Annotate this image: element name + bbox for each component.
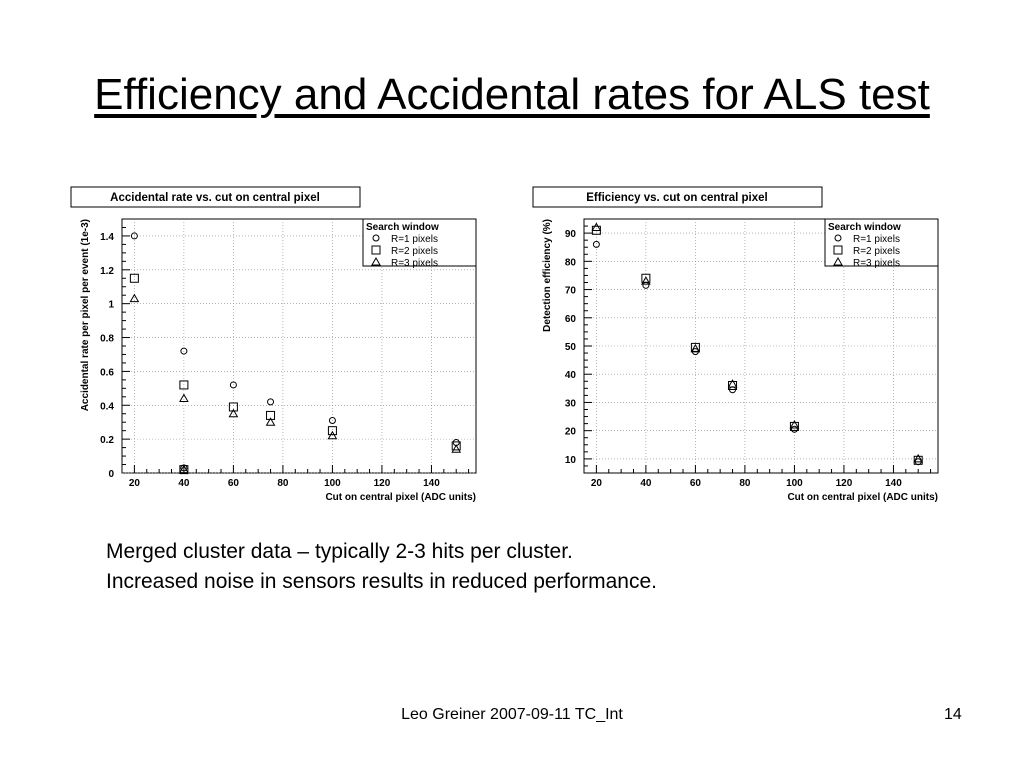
data-point-circle bbox=[592, 240, 600, 248]
x-tick-label: 60 bbox=[228, 478, 240, 489]
data-point-triangle bbox=[129, 293, 140, 303]
data-point-triangle bbox=[641, 276, 651, 285]
data-point-triangle bbox=[913, 453, 924, 463]
efficiency-plot: Efficiency vs. cut on central pixel 20 40 6… bbox=[532, 186, 939, 503]
x-tick-label: 40 bbox=[178, 478, 190, 489]
legend-marker-triangle bbox=[833, 256, 843, 266]
data-point-square bbox=[728, 381, 738, 391]
legend-marker-triangle bbox=[371, 256, 381, 266]
data-point-circle bbox=[328, 417, 336, 425]
data-point-triangle bbox=[179, 393, 189, 402]
bullet-text-1: Merged cluster data – typically 2-3 hits… bbox=[106, 540, 573, 563]
y-tick-label: 70 bbox=[565, 286, 577, 297]
legend-title: Search window bbox=[828, 222, 901, 233]
y-tick-label: 10 bbox=[565, 455, 577, 466]
y-tick-label: 0.4 bbox=[100, 401, 114, 412]
data-point-triangle bbox=[179, 464, 189, 474]
y-tick-label: 60 bbox=[565, 314, 577, 325]
y-tick-label: 40 bbox=[565, 370, 577, 381]
x-axis-label: Cut on central pixel (ADC units) bbox=[325, 492, 476, 503]
data-point-circle bbox=[790, 425, 798, 433]
legend-marker-square bbox=[833, 245, 843, 255]
data-point-square bbox=[266, 410, 276, 420]
x-tick-label: 120 bbox=[836, 478, 853, 489]
data-point-square bbox=[451, 441, 461, 451]
x-tick-label: 80 bbox=[739, 478, 751, 489]
legend-marker-square bbox=[371, 245, 381, 255]
y-tick-label: 0 bbox=[108, 469, 114, 480]
data-point-square bbox=[179, 380, 189, 390]
plot-title-box bbox=[70, 186, 361, 208]
data-point-triangle bbox=[789, 420, 800, 429]
x-tick-label: 100 bbox=[786, 478, 803, 489]
data-point-square bbox=[641, 273, 651, 283]
data-point-triangle bbox=[727, 379, 738, 388]
data-point-circle bbox=[130, 232, 138, 240]
data-point-triangle bbox=[228, 408, 239, 418]
legend-marker-circle bbox=[372, 234, 380, 242]
legend-box bbox=[824, 218, 939, 267]
y-tick-label: 20 bbox=[565, 427, 577, 438]
y-axis-label: Detection efficiency (%) bbox=[542, 219, 553, 332]
accidental-rate-plot: Accidental rate vs. cut on central pixel… bbox=[70, 186, 477, 503]
data-point-square bbox=[129, 273, 139, 283]
data-point-triangle bbox=[690, 343, 701, 353]
data-point-triangle bbox=[451, 444, 462, 453]
x-tick-label: 20 bbox=[129, 478, 141, 489]
data-point-circle bbox=[267, 398, 275, 406]
bullet-text-2: Increased noise in sensors results in re… bbox=[106, 570, 657, 593]
footer-text: Leo Greiner 2007-09-11 TC_Int bbox=[401, 706, 623, 723]
y-tick-label: 30 bbox=[565, 398, 577, 409]
legend-marker-circle bbox=[834, 234, 842, 242]
data-point-square bbox=[228, 402, 238, 412]
data-point-circle bbox=[229, 381, 237, 389]
slide-title: Efficiency and Accidental rates for ALS … bbox=[94, 70, 930, 119]
data-point-square bbox=[913, 455, 923, 465]
y-tick-label: 0.2 bbox=[100, 435, 114, 446]
x-tick-label: 140 bbox=[423, 478, 440, 489]
y-tick-label: 1.2 bbox=[100, 266, 114, 277]
x-tick-label: 60 bbox=[690, 478, 702, 489]
data-point-square bbox=[327, 426, 337, 436]
x-tick-label: 100 bbox=[324, 478, 341, 489]
x-tick-label: 40 bbox=[640, 478, 652, 489]
data-point-triangle bbox=[327, 430, 338, 440]
slide-number: 14 bbox=[944, 706, 962, 723]
x-tick-label: 140 bbox=[885, 478, 902, 489]
plot-title: Accidental rate vs. cut on central pixel bbox=[110, 192, 320, 204]
y-tick-label: 0.6 bbox=[100, 367, 114, 378]
legend-title: Search window bbox=[366, 222, 439, 233]
legend-entry: R=2 pixels bbox=[391, 246, 438, 257]
y-tick-label: 80 bbox=[565, 257, 577, 268]
y-tick-label: 1 bbox=[108, 300, 114, 311]
legend-entry: R=3 pixels bbox=[853, 258, 900, 269]
x-axis-label: Cut on central pixel (ADC units) bbox=[787, 492, 938, 503]
x-tick-label: 80 bbox=[277, 478, 289, 489]
legend-entry: R=1 pixels bbox=[853, 234, 900, 245]
plot-title: Efficiency vs. cut on central pixel bbox=[586, 192, 768, 204]
x-tick-label: 120 bbox=[374, 478, 391, 489]
data-point-square bbox=[789, 421, 799, 431]
y-tick-label: 1.4 bbox=[100, 232, 114, 243]
legend-entry: R=1 pixels bbox=[391, 234, 438, 245]
legend-box bbox=[362, 218, 477, 267]
y-tick-label: 50 bbox=[565, 342, 577, 353]
plot-title-box bbox=[532, 186, 823, 208]
y-tick-label: 90 bbox=[565, 229, 577, 240]
legend-entry: R=2 pixels bbox=[853, 246, 900, 257]
data-point-triangle bbox=[265, 417, 276, 426]
data-point-triangle bbox=[591, 222, 602, 231]
legend-entry: R=3 pixels bbox=[391, 258, 438, 269]
y-axis-label: Accidental rate per pixel per event (1e-… bbox=[80, 219, 91, 411]
x-tick-label: 20 bbox=[591, 478, 603, 489]
y-tick-label: 0.8 bbox=[100, 334, 114, 345]
data-point-circle bbox=[180, 347, 188, 355]
